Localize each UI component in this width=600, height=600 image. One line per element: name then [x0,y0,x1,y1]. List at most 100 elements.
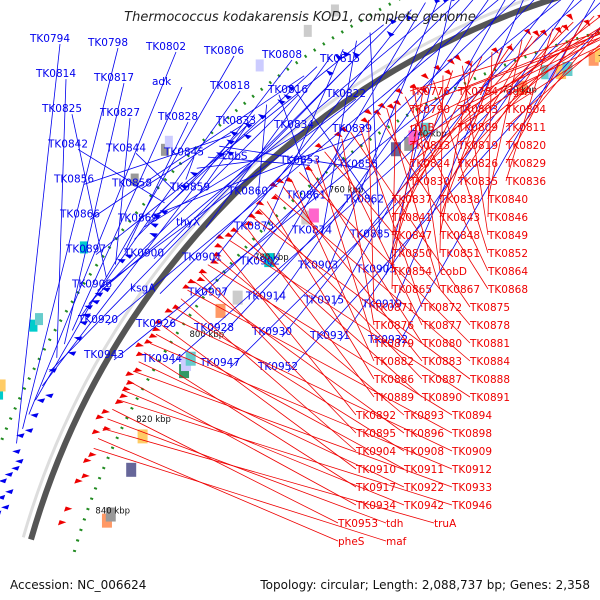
forward-gene-leader [144,129,305,228]
reverse-gene-label: TK0880 [421,338,462,350]
reverse-gene-mark [491,47,499,54]
reverse-gene-label: TK0933 [451,482,492,494]
forward-gene-mark [1,504,10,510]
forward-gene-mark [452,0,456,2]
reverse-gene-label: TK0892 [355,410,396,422]
reverse-gene-label: TK0841 [391,212,432,224]
reverse-gene-mark [444,69,453,76]
forward-gene-leader [287,26,600,373]
reverse-gene-mark [81,473,90,479]
forward-gene-leader [327,0,439,271]
reverse-gene-mark [532,30,540,37]
reverse-gene-mark [187,278,197,284]
reverse-gene-label: TK0829 [505,158,546,170]
forward-gene-label: TK0815 [319,53,360,65]
reverse-gene-mark [148,333,158,338]
reverse-gene-label: TK0922 [403,482,444,494]
forward-gene-label: TK0828 [157,111,198,123]
reverse-gene-leader [122,389,405,506]
reverse-gene-mark [393,99,402,106]
tick-label: 740 kbp [412,129,447,139]
reverse-gene-mark [63,506,73,512]
cog-block [232,290,243,305]
reverse-gene-leader [299,172,471,344]
forward-gene-label: TK0926 [135,318,176,330]
cog-block [137,429,148,444]
reverse-gene-leader [144,352,357,488]
forward-gene-mark [11,465,20,471]
reverse-gene-label: TK0893 [403,410,444,422]
cog-block [79,241,88,254]
reverse-gene-leader [274,193,471,362]
forward-gene-mark [0,510,2,515]
reverse-gene-mark [554,27,562,34]
dotted-ring-outer [0,0,401,449]
forward-gene-mark [257,113,267,120]
reverse-gene-mark [506,45,514,52]
forward-gene-label: TK0906 [71,279,112,291]
forward-gene-leader [107,0,499,326]
reverse-gene-mark [539,29,548,37]
forward-gene-leader [134,125,247,240]
reverse-gene-leader [117,399,453,506]
reverse-gene-leader [221,248,357,416]
reverse-gene-leader [307,165,423,344]
forward-gene-mark [0,478,7,484]
forward-gene-leader [124,122,189,253]
forward-gene-leader [71,114,107,278]
reverse-gene-mark [446,58,455,65]
reverse-gene-mark [360,117,369,124]
reverse-gene-mark [561,24,569,32]
reverse-gene-leader [187,289,453,434]
reverse-gene-leader [161,324,357,470]
forward-gene-mark [24,428,34,433]
reverse-gene-mark [254,209,264,215]
reverse-gene-label: TK0872 [421,302,462,314]
reverse-gene-leader [391,56,483,236]
reverse-gene-mark [198,268,208,274]
reverse-gene-leader [132,370,453,488]
forward-gene-leader [56,79,67,358]
reverse-gene-mark [74,478,83,484]
forward-gene-label: TK0905 [355,264,396,276]
forward-gene-mark [342,50,351,57]
forward-gene-leader [80,90,241,318]
reverse-gene-mark [275,178,285,184]
forward-gene-label: TK0920 [77,314,118,326]
reverse-gene-leader [391,43,513,218]
reverse-gene-mark [95,414,105,420]
forward-gene-leader [22,47,119,429]
reverse-gene-mark [125,371,135,376]
reverse-gene-leader [93,448,387,542]
cog-block [330,4,339,17]
forward-gene-label: TK0900 [123,248,164,260]
backbone-ring [28,0,561,541]
reverse-gene-label: TK0835 [457,176,498,188]
cog-block [264,253,275,268]
map-title: Thermococcus kodakarensis KOD1, complete… [124,10,476,25]
reverse-gene-leader [282,186,423,362]
reverse-gene-leader [174,307,405,452]
forward-gene-label: TK0860 [227,185,268,197]
forward-gene-leader [397,0,596,345]
forward-gene-leader [115,118,131,265]
forward-gene-leader [101,0,449,291]
reverse-gene-mark [363,108,373,115]
forward-gene-label: TK0822 [325,88,366,100]
forward-gene-mark [15,458,24,464]
reverse-gene-mark [339,126,349,133]
forward-gene-label: TK0897 [65,244,106,256]
forward-gene-leader [83,135,231,185]
tick-label: 840 kbp [95,507,130,517]
cog-block [105,507,116,522]
cog-block [130,173,139,186]
reverse-gene-leader [193,281,405,434]
forward-gene-label: TK0827 [99,107,140,119]
reverse-gene-leader [102,428,435,524]
forward-gene-mark [243,134,252,140]
cog-block [420,122,431,137]
reverse-gene-label: TK0896 [403,428,444,440]
forward-gene-mark [149,233,158,238]
forward-gene-mark [12,449,21,454]
reverse-gene-leader [409,27,600,146]
